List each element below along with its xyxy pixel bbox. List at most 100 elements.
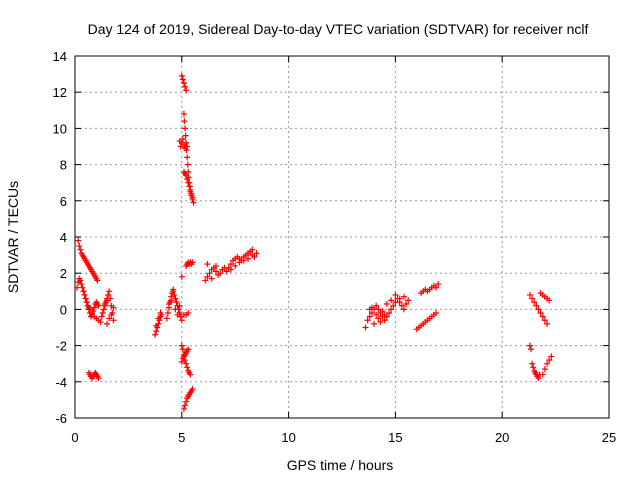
y-tick-label: 0 [60,302,67,317]
y-tick-label: 6 [60,194,67,209]
data-point [435,281,442,288]
data-point [178,342,185,349]
data-point [105,291,112,298]
data-point [432,310,439,317]
data-point [152,331,159,338]
data-point [400,293,407,300]
data-point [153,328,160,335]
data-point [182,83,189,90]
x-tick-label: 25 [602,430,616,445]
data-point [533,302,540,309]
data-point [77,277,84,284]
data-point [181,118,188,125]
data-point [79,284,86,291]
data-point [183,398,190,405]
data-point [392,291,399,298]
data-point [108,311,115,318]
y-tick-label: 4 [60,230,67,245]
data-point [94,277,101,284]
data-point [83,299,90,306]
data-point [178,273,185,280]
data-point [91,304,98,311]
data-point [101,300,108,307]
data-point [204,261,211,268]
data-point [537,310,544,317]
x-tick-label: 0 [71,430,78,445]
axis-ticks: 0 5 10 15 20 25 -6 -4 -2 0 2 4 6 8 10 12 14 [53,49,617,445]
data-point [403,300,410,307]
data-point [182,125,189,132]
data-point [78,281,85,288]
data-point [180,80,187,87]
y-tick-label: -4 [55,375,67,390]
data-point [89,311,96,318]
data-point [187,186,194,193]
data-point [539,371,546,378]
y-tick-label: 12 [53,85,67,100]
data-point [381,311,388,318]
data-point [177,313,184,320]
data-point [183,139,190,146]
data-point [528,346,535,353]
data-point [535,375,542,382]
data-point [212,268,219,275]
data-point [183,87,190,94]
data-point [164,310,171,317]
data-point [165,300,172,307]
data-point [100,306,107,313]
data-point [185,346,192,353]
data-point [188,190,195,197]
data-point [253,250,260,257]
data-point [202,277,209,284]
data-point [541,317,548,324]
data-point [85,306,92,313]
data-point [185,310,192,317]
data-point [179,136,186,143]
y-tick-label: 8 [60,158,67,173]
data-point [77,246,84,253]
data-point [546,297,553,304]
data-point [155,315,162,322]
data-point [189,386,196,393]
data-point [388,297,395,304]
data-point [539,313,546,320]
data-point [204,273,211,280]
data-point [529,360,536,367]
data-point [184,176,191,183]
data-point [74,284,81,291]
data-point [526,342,533,349]
data-point [398,302,405,309]
data-point [168,297,175,304]
data-point [368,304,375,311]
data-point [174,311,181,318]
data-point [206,270,213,277]
data-point [106,288,113,295]
data-point [184,143,191,150]
data-point [185,179,192,186]
data-point [82,295,89,302]
x-tick-label: 10 [281,430,295,445]
data-point [90,308,97,315]
data-point [107,295,114,302]
data-point [179,76,186,83]
data-point [375,315,382,322]
data-point [526,291,533,298]
x-tick-label: 5 [178,430,185,445]
data-point [381,317,388,324]
data-point [368,310,375,317]
data-point [177,143,184,150]
data-point [99,310,106,317]
data-point [153,322,160,329]
data-point [104,320,111,327]
data-point [95,302,102,309]
data-point [110,304,117,311]
data-point [362,324,369,331]
data-point [548,353,555,360]
data-point [98,313,105,320]
data-point [390,302,397,309]
y-axis-label: SDTVAR / TECUs [5,181,21,293]
data-point [182,132,189,139]
data-point [400,306,407,313]
data-point [227,266,234,273]
data-point [544,360,551,367]
